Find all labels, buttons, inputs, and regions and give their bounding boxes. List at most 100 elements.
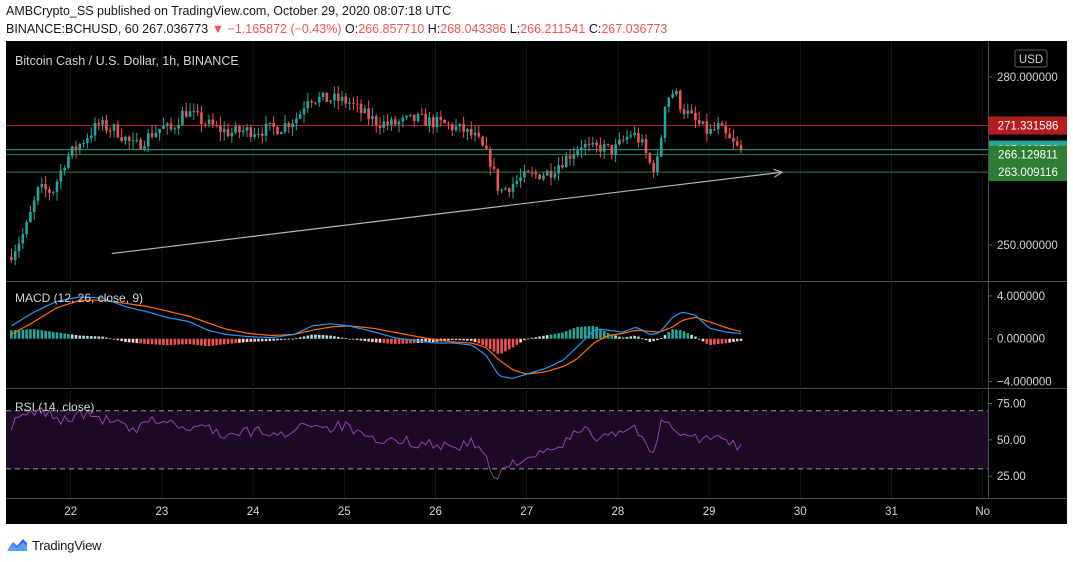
macd-line — [11, 296, 742, 380]
macd-histogram-bar — [105, 337, 108, 339]
pane-divider-macd — [6, 281, 1067, 282]
macd-histogram-bar — [587, 326, 591, 339]
candle-body — [25, 222, 28, 235]
candle-body — [222, 129, 226, 133]
candle-body — [264, 123, 268, 136]
candle-body — [378, 125, 382, 128]
macd-histogram-bar — [382, 338, 386, 344]
macd-histogram-bar — [154, 338, 158, 345]
candle-body — [257, 133, 260, 135]
macd-histogram-bar — [32, 329, 36, 339]
candle-body — [97, 122, 101, 125]
price-change: ▼ −1.165872 (−0.43%) — [211, 22, 342, 36]
macd-histogram-bar — [443, 338, 446, 341]
macd-histogram-bar — [173, 338, 177, 345]
y-tick-label: 250.000000 — [997, 240, 1058, 252]
x-tick-label: 25 — [338, 506, 351, 518]
ohlc-high-value: 268.043386 — [440, 22, 507, 36]
macd-histogram-bar — [716, 338, 720, 345]
candle-body — [477, 132, 481, 137]
macd-histogram-bar — [272, 338, 275, 341]
macd-histogram-bar — [150, 338, 154, 345]
macd-histogram-bar — [276, 338, 279, 341]
macd-histogram-bar — [371, 338, 374, 343]
price-label-box — [989, 145, 1067, 164]
candle-body — [447, 123, 450, 125]
macd-histogram-bar — [234, 338, 237, 344]
price-axis-divider — [988, 41, 989, 498]
candle-body — [545, 170, 549, 176]
candle-body — [306, 101, 310, 109]
macd-histogram-bar — [485, 338, 488, 347]
candle-body — [678, 90, 682, 110]
macd-histogram-bar — [135, 338, 139, 344]
x-tick-label: 28 — [612, 506, 625, 518]
candle-body — [618, 139, 621, 145]
chart-canvas[interactable]: 22 23 24 25 26 27 28 29 30 31 No 280.000000 250.0000… — [6, 41, 1067, 524]
candle-body — [344, 96, 348, 104]
candle-body — [454, 126, 458, 131]
macd-histogram-bar — [732, 338, 735, 342]
macd-histogram-bar — [720, 338, 724, 344]
macd-histogram-bar — [329, 335, 332, 339]
macd-histogram-bar — [352, 338, 355, 340]
candle-body — [591, 142, 595, 145]
candle-body — [120, 137, 123, 141]
macd-histogram-bar — [146, 338, 150, 345]
macd-histogram-bar — [431, 338, 435, 343]
macd-histogram-bar — [735, 338, 739, 342]
candle-body — [694, 112, 697, 121]
candle-body — [139, 139, 142, 149]
y-tick-label: 280.000000 — [997, 72, 1058, 84]
candle-body — [526, 171, 530, 173]
candle-body — [295, 118, 298, 124]
macd-histogram-bar — [682, 331, 686, 339]
rsi-pane — [10, 407, 742, 480]
x-tick-label: 23 — [156, 506, 169, 518]
macd-pane — [10, 296, 743, 380]
currency-button[interactable] — [1014, 49, 1048, 68]
footer-brand[interactable]: TradingView — [6, 536, 102, 554]
macd-histogram-bar — [523, 338, 526, 341]
macd-histogram-bar — [492, 338, 496, 352]
macd-histogram-bar — [397, 338, 401, 344]
candle-body — [500, 189, 503, 191]
macd-histogram-bar — [713, 338, 716, 345]
macd-histogram-bar — [724, 338, 728, 344]
candle-body — [511, 183, 515, 192]
candle-body — [116, 124, 120, 138]
x-tick-label: No — [975, 506, 990, 518]
candle-body — [32, 200, 36, 212]
candle-body — [340, 96, 344, 101]
candle-body — [291, 123, 294, 128]
macd-histogram-bar — [336, 336, 340, 339]
candle-body — [268, 122, 272, 124]
candle-body — [515, 180, 519, 184]
macd-histogram-bar — [59, 332, 63, 339]
macd-histogram-bar — [86, 335, 89, 339]
candle-body — [732, 138, 735, 142]
candle-body — [530, 172, 534, 174]
macd-histogram-bar — [245, 338, 249, 343]
macd-histogram-bar — [561, 332, 564, 339]
ohlc-low-key: L: — [509, 22, 521, 36]
candle-body — [466, 128, 469, 132]
macd-tick-label: 4.000000 — [997, 291, 1045, 303]
footer-brand-text: TradingView — [32, 537, 102, 553]
macd-histogram-bar — [13, 330, 17, 339]
macd-histogram-bar — [526, 338, 530, 340]
ohlc-open-value: 266.857710 — [358, 22, 425, 36]
trendline-group — [111, 168, 784, 255]
macd-histogram-bar — [690, 334, 693, 339]
candle-body — [431, 117, 435, 128]
pane-divider-rsi — [6, 388, 1067, 389]
macd-histogram-bar — [169, 338, 173, 345]
candle-body — [481, 136, 484, 146]
candle-body — [602, 144, 606, 152]
candle-body — [640, 139, 644, 143]
macd-histogram-bar — [709, 338, 712, 345]
macd-histogram-bar — [340, 337, 344, 339]
candle-body — [469, 128, 473, 136]
macd-histogram-bar — [82, 335, 85, 339]
ohlc-close-key: C: — [588, 22, 602, 36]
